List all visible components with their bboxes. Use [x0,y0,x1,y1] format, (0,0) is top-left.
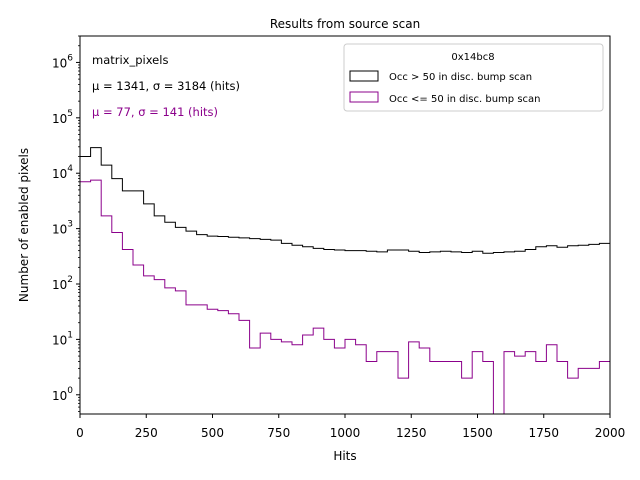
y-axis: 100 101 102 103 104 105 106 [52,35,80,412]
chart-title: Results from source scan [270,17,420,31]
legend-swatch-series2 [349,91,379,103]
x-tick-label: 750 [267,426,290,440]
x-tick-label: 2000 [595,426,626,440]
annotation-dataset: matrix_pixels [92,53,168,67]
y-tick-label: 102 [52,275,73,292]
x-tick-label: 0 [76,426,84,440]
x-axis: 0 250 500 750 1000 1250 1500 1750 2000 [76,414,625,440]
y-tick-label: 103 [52,220,73,237]
y-tick-label: 105 [52,109,73,126]
y-axis-label: Number of enabled pixels [17,148,31,302]
annotation-stats-series2: μ = 77, σ = 141 (hits) [92,105,218,119]
series-2-step-line [80,179,610,414]
series-1-step-line [80,147,610,414]
legend-box [343,43,604,112]
x-tick-label: 1250 [396,426,427,440]
x-tick-label: 1750 [528,426,559,440]
y-tick-label: 100 [52,386,73,403]
x-tick-label: 1500 [462,426,493,440]
y-tick-label: 104 [52,164,73,181]
legend-title: 0x14bc8 [451,52,494,63]
legend: 0x14bc8 Occ > 50 in disc. bump scan Occ … [343,43,604,112]
annotation-stats-series1: μ = 1341, σ = 3184 (hits) [92,79,240,93]
legend-label-series2: Occ <= 50 in disc. bump scan [389,94,541,105]
y-tick-label: 101 [52,330,73,347]
y-tick-label: 106 [52,53,73,70]
legend-swatch-series1 [349,70,379,82]
x-tick-label: 250 [135,426,158,440]
legend-label-series1: Occ > 50 in disc. bump scan [389,72,532,83]
x-axis-label: Hits [333,449,356,463]
x-tick-label: 1000 [330,426,361,440]
series-layer [80,147,610,414]
x-tick-label: 500 [201,426,224,440]
